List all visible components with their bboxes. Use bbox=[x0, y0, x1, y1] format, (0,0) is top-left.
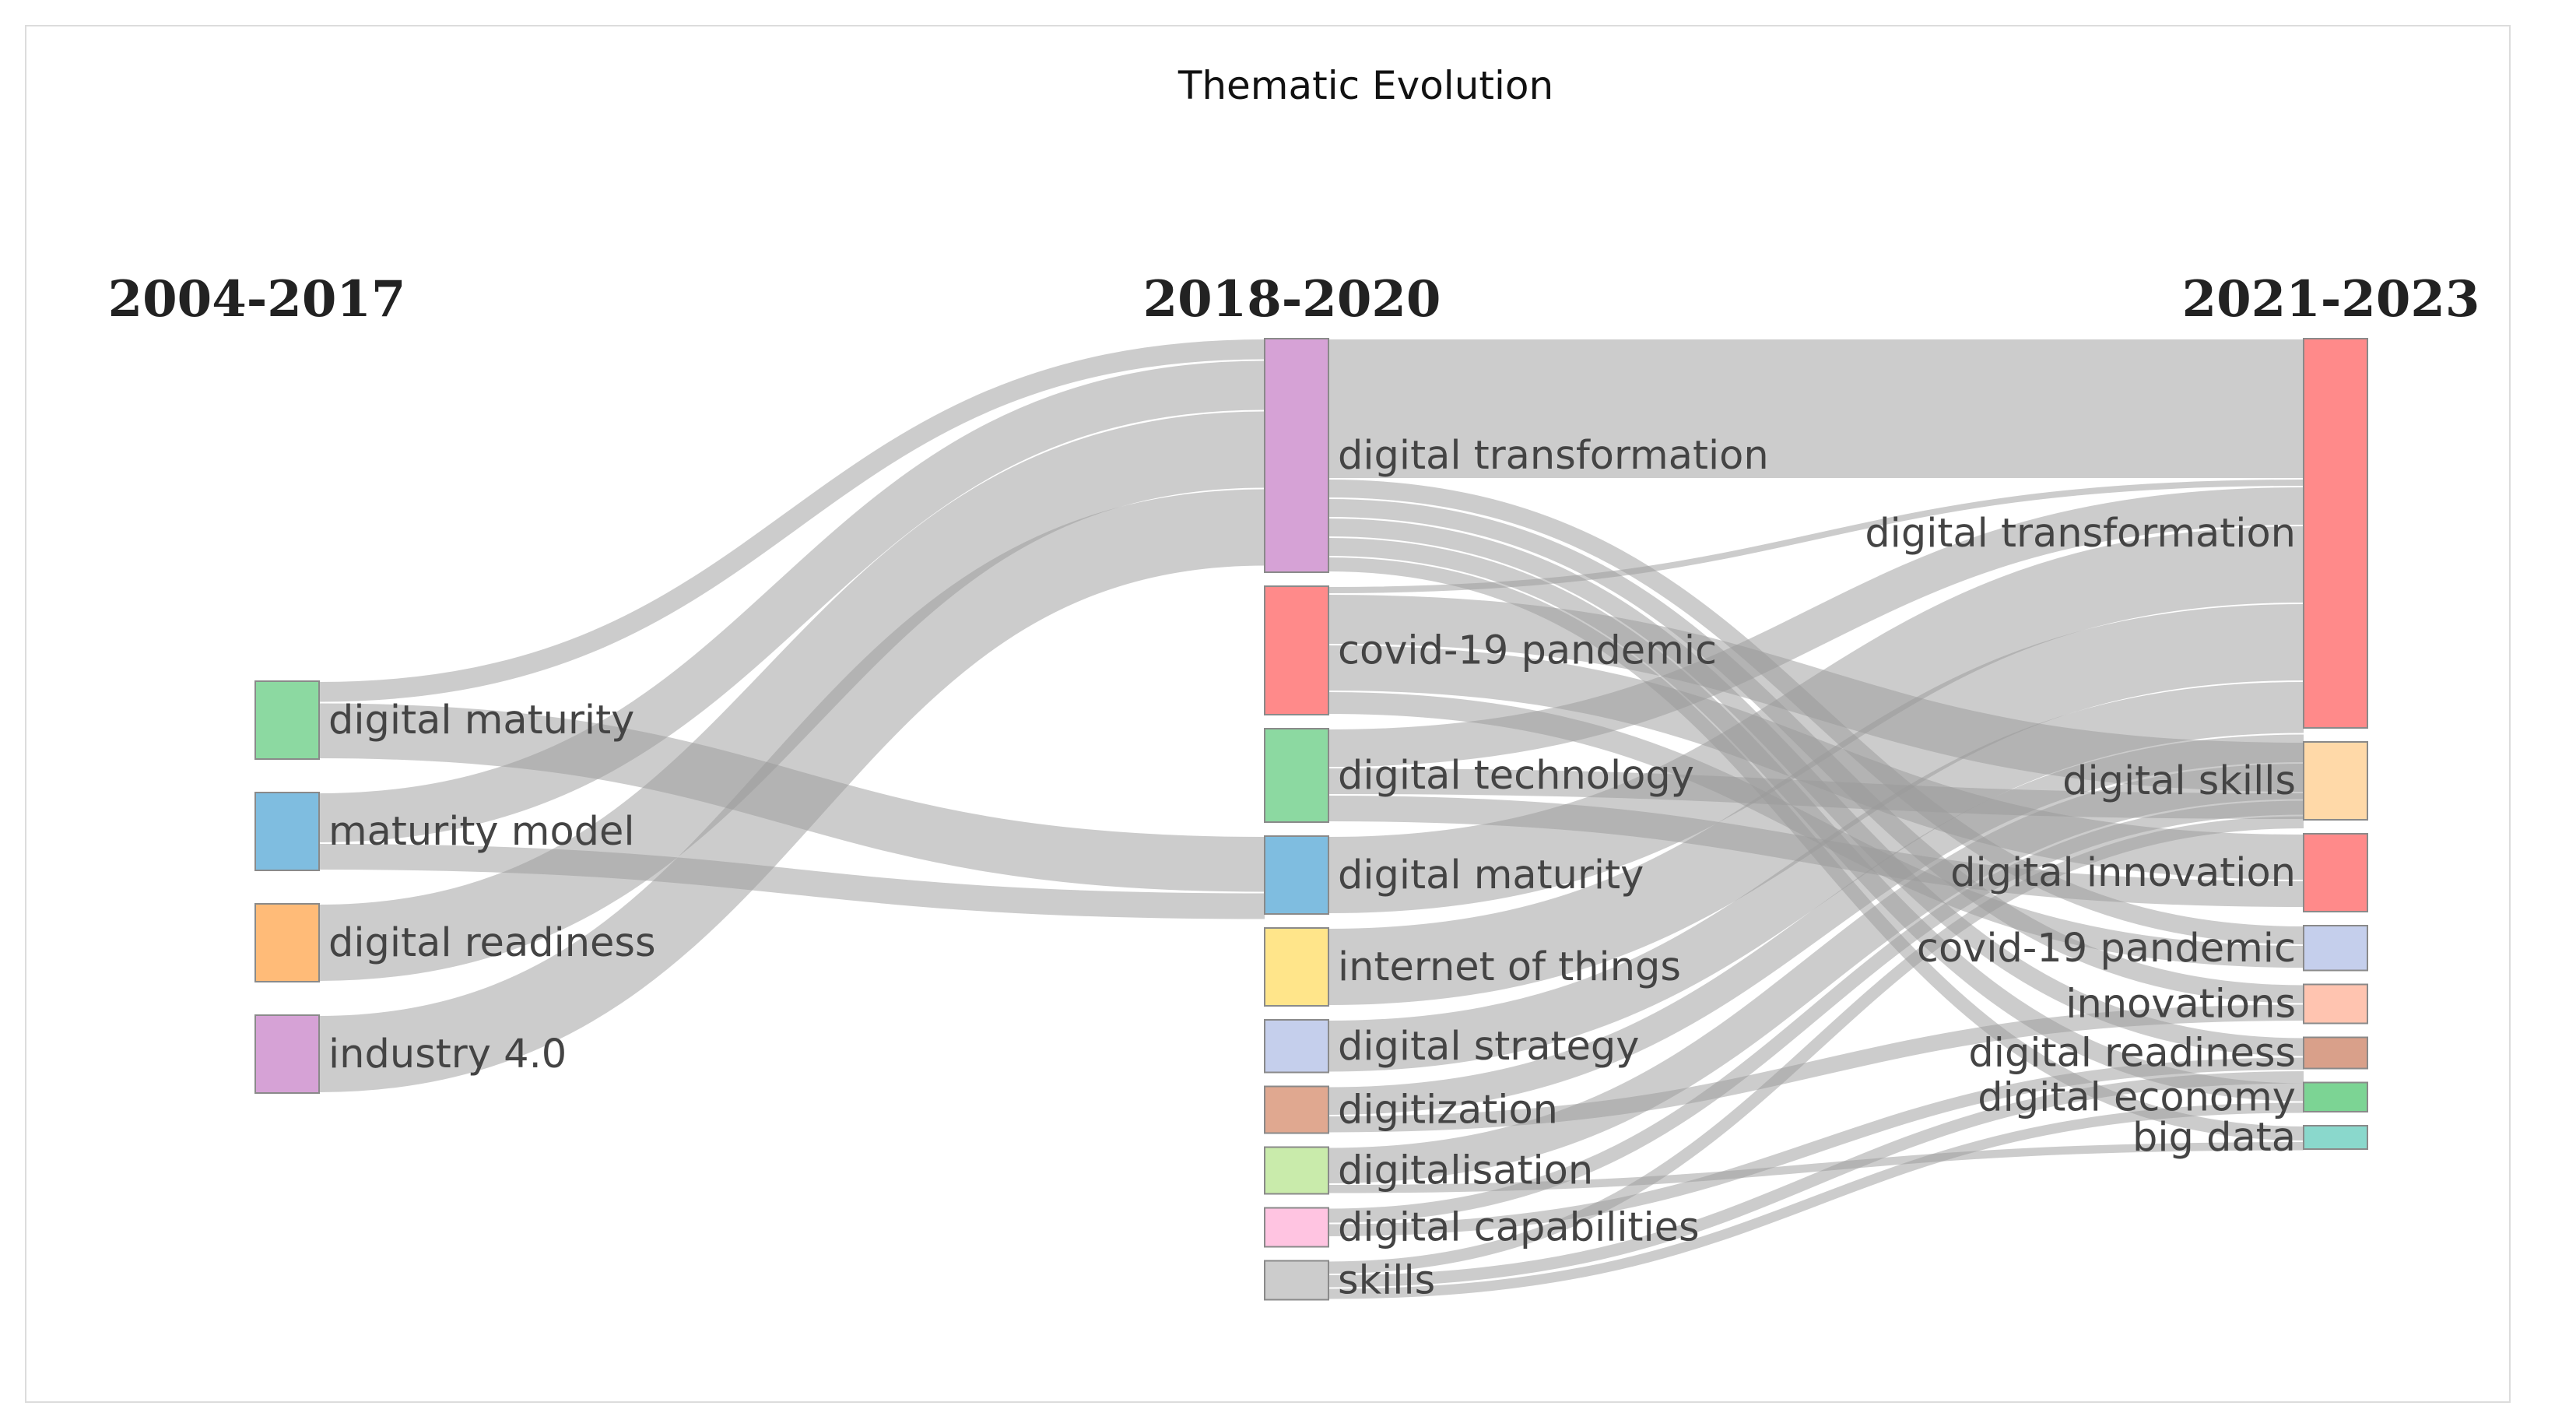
theme-node-c_dr bbox=[2303, 1036, 2368, 1070]
flow-link-b_dgl-to-c_dt bbox=[1328, 764, 2304, 1183]
flow-link-b_iot-to-c_dt bbox=[1328, 604, 2304, 1005]
theme-node-b_dig bbox=[1264, 1085, 1329, 1134]
theme-label-b_cov: covid-19 pandemic bbox=[1338, 628, 1717, 674]
theme-node-c_innov bbox=[2303, 983, 2368, 1025]
flow-link-b_dm-to-c_dt bbox=[1328, 526, 2304, 913]
flow-link-b_dig-to-c_innov bbox=[1328, 1004, 2304, 1133]
theme-node-a_dm bbox=[254, 680, 320, 760]
theme-label-c_dr: digital readiness bbox=[1968, 1031, 2296, 1077]
theme-label-b_dm: digital maturity bbox=[1338, 852, 1644, 898]
flow-link-b_tech-to-c_dt bbox=[1328, 487, 2304, 767]
theme-node-b_sk bbox=[1264, 1260, 1329, 1301]
flow-link-a_dm-to-b_dt bbox=[318, 339, 1265, 702]
label-layer: digital maturity maturity model digital re… bbox=[328, 433, 2296, 1304]
theme-node-b_cov bbox=[1264, 585, 1329, 715]
theme-node-b_dt bbox=[1264, 338, 1329, 573]
theme-node-c_sk bbox=[2303, 741, 2368, 821]
flow-link-b_cov-to-c_dt bbox=[1328, 480, 2304, 593]
flow-link-b_sk-to-c_de bbox=[1328, 1102, 2304, 1299]
flow-link-b_dc-to-c_dr bbox=[1328, 1057, 2304, 1236]
theme-node-c_cov bbox=[2303, 925, 2368, 972]
theme-node-c_inn bbox=[2303, 833, 2368, 912]
theme-label-c_bd: big data bbox=[2132, 1115, 2296, 1161]
flow-link-a_mm-to-b_dm bbox=[318, 844, 1265, 919]
period-label-2: 2018-2020 bbox=[1143, 270, 1441, 329]
flow-link-b_sk-to-c_dt bbox=[1328, 816, 2304, 1274]
flow-link-a_dr-to-b_dt bbox=[318, 411, 1265, 981]
link-layer bbox=[318, 339, 2304, 1299]
period-label-3: 2021-2023 bbox=[2182, 270, 2480, 329]
theme-node-b_dgl bbox=[1264, 1146, 1329, 1195]
theme-label-c_dt: digital transformation bbox=[1865, 511, 2296, 557]
theme-label-b_iot: internet of things bbox=[1338, 944, 1681, 990]
theme-node-b_tech bbox=[1264, 728, 1329, 823]
theme-label-b_dgl: digitalisation bbox=[1338, 1148, 1593, 1194]
theme-label-b_tech: digital technology bbox=[1338, 753, 1694, 799]
theme-node-c_bd bbox=[2303, 1125, 2368, 1150]
theme-label-c_de: digital economy bbox=[1978, 1074, 2296, 1120]
theme-label-c_innov: innovations bbox=[2065, 982, 2296, 1028]
theme-node-b_dm bbox=[1264, 835, 1329, 915]
theme-label-c_inn: digital innovation bbox=[1950, 850, 2296, 896]
flow-link-b_sk-to-c_dr bbox=[1328, 1071, 2304, 1288]
theme-label-c_sk: digital skills bbox=[2062, 758, 2296, 804]
node-layer bbox=[254, 338, 2368, 1301]
flow-link-a_i4-to-b_dt bbox=[318, 489, 1265, 1092]
theme-label-a_mm: maturity model bbox=[328, 809, 635, 855]
flow-link-b_dig-to-c_dt bbox=[1328, 734, 2304, 1115]
theme-node-a_i4 bbox=[254, 1014, 320, 1094]
theme-label-b_ds: digital strategy bbox=[1338, 1024, 1639, 1070]
theme-label-a_i4: industry 4.0 bbox=[328, 1032, 567, 1077]
chart-title: Thematic Evolution bbox=[1177, 63, 1553, 108]
theme-node-b_ds bbox=[1264, 1019, 1329, 1074]
theme-node-a_dr bbox=[254, 903, 320, 982]
theme-node-b_dc bbox=[1264, 1207, 1329, 1248]
theme-label-b_dc: digital capabilities bbox=[1338, 1205, 1700, 1251]
theme-label-b_dt: digital transformation bbox=[1338, 433, 1769, 479]
theme-node-c_de bbox=[2303, 1081, 2368, 1112]
theme-label-a_dm: digital maturity bbox=[328, 698, 634, 743]
theme-label-b_dig: digitization bbox=[1338, 1088, 1558, 1134]
theme-label-c_cov: covid-19 pandemic bbox=[1917, 926, 2296, 972]
period-label-1: 2004-2017 bbox=[108, 270, 406, 329]
theme-label-b_sk: skills bbox=[1338, 1258, 1435, 1304]
theme-node-b_iot bbox=[1264, 927, 1329, 1007]
flow-link-b_dc-to-c_dt bbox=[1328, 800, 2304, 1223]
flow-link-b_ds-to-c_dt bbox=[1328, 682, 2304, 1072]
theme-node-c_dt bbox=[2303, 338, 2368, 729]
flow-link-a_mm-to-b_dt bbox=[318, 360, 1265, 842]
theme-node-a_mm bbox=[254, 792, 320, 871]
theme-label-a_dr: digital readiness bbox=[328, 920, 656, 966]
